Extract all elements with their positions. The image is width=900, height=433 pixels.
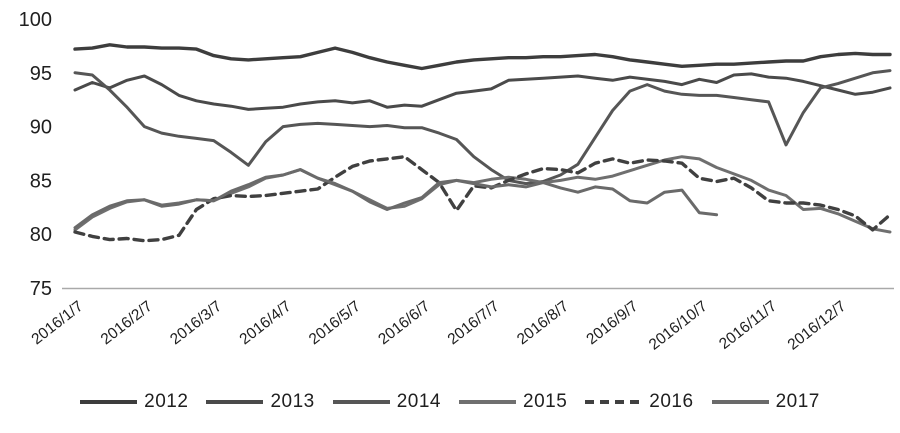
legend-item-2012: 2012 — [80, 391, 188, 413]
legend-item-2014: 2014 — [332, 391, 441, 413]
legend-swatch-2012 — [80, 400, 138, 404]
legend-label-2017: 2017 — [775, 391, 820, 412]
series-line-2013 — [73, 72, 892, 111]
y-tick-label: 95 — [30, 63, 52, 85]
x-tick-label: 2016/5/7 — [306, 298, 364, 349]
x-tick-label: 2016/6/7 — [375, 298, 433, 349]
x-tick-label: 2016/7/7 — [445, 298, 503, 349]
x-tick-label: 2016/3/7 — [167, 298, 225, 349]
legend-swatch-2014 — [332, 400, 390, 404]
x-tick-label: 2016/8/7 — [514, 298, 572, 349]
y-tick-label: 100 — [19, 9, 52, 31]
legend-label-2014: 2014 — [396, 391, 441, 412]
x-tick-label: 2016/1/7 — [28, 298, 86, 349]
chart-legend: 2012 2013 2014 2015 2016 2017 — [0, 391, 900, 413]
series-line-2015 — [73, 155, 892, 234]
series-line-2012 — [73, 43, 892, 71]
legend-swatch-2017 — [711, 400, 769, 404]
x-tick-label: 2016/11/7 — [716, 298, 780, 353]
y-tick-label: 80 — [30, 224, 52, 246]
legend-label-2015: 2015 — [523, 391, 568, 412]
legend-item-2017: 2017 — [711, 391, 820, 413]
legend-item-2016: 2016 — [585, 391, 693, 413]
x-tick-label: 2016/9/7 — [583, 298, 641, 349]
legend-swatch-2013 — [206, 400, 264, 404]
y-tick-label: 90 — [30, 117, 52, 139]
x-tick-label: 2016/2/7 — [98, 298, 156, 349]
y-tick-label: 75 — [30, 278, 52, 300]
legend-label-2012: 2012 — [144, 391, 189, 412]
legend-label-2016: 2016 — [649, 391, 694, 412]
legend-item-2015: 2015 — [459, 391, 567, 413]
legend-swatch-2015 — [459, 400, 516, 404]
legend-swatch-2016 — [585, 400, 643, 404]
x-tick-label: 2016/12/7 — [785, 298, 850, 354]
series-line-2014 — [73, 69, 892, 186]
x-tick-label: 2016/4/7 — [237, 298, 295, 349]
legend-item-2013: 2013 — [206, 391, 314, 413]
y-tick-label: 85 — [30, 170, 52, 192]
series-line-2017 — [73, 168, 719, 230]
x-tick-label: 2016/10/7 — [646, 298, 711, 354]
legend-label-2013: 2013 — [270, 391, 315, 412]
